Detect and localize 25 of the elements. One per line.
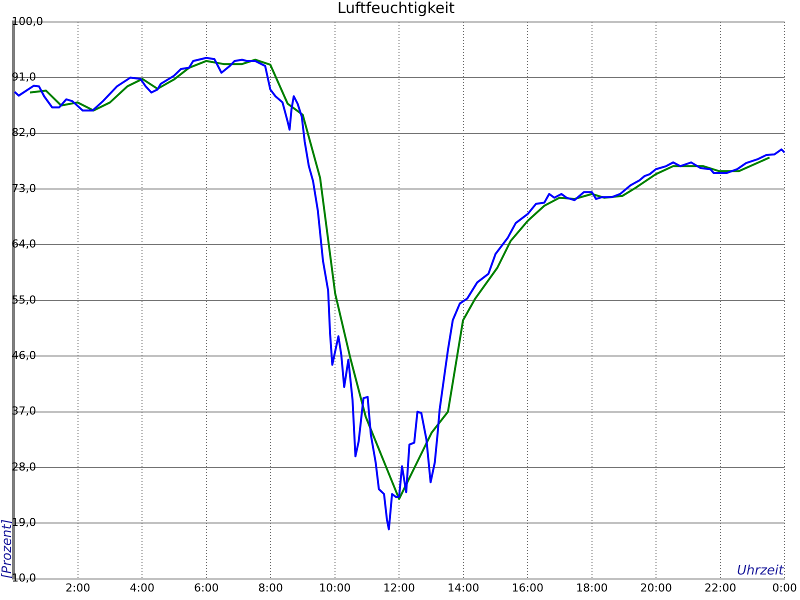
y-tick-label: 55,0 [12,293,36,306]
x-tick-label: 4:00 [130,581,154,594]
y-tick-label: 100,0 [12,14,44,28]
x-tick-label: 20:00 [640,581,672,594]
x-tick-label: 8:00 [258,581,283,594]
y-tick-label: 37,0 [12,404,36,418]
x-tick-label: 14:00 [448,581,480,594]
y-tick-label: 19,0 [12,516,36,529]
x-tick-label: 6:00 [194,581,219,594]
x-tick-label: 0:00 [772,581,797,594]
x-tick-label: 18:00 [576,581,608,594]
x-tick-label: 16:00 [512,581,544,594]
chart-title: Luftfeuchtigkeit [337,0,455,17]
y-tick-label: 28,0 [12,460,36,474]
x-tick-label: 22:00 [704,581,736,594]
x-axis-title: Uhrzeit [737,564,785,579]
y-tick-label: 64,0 [12,238,36,251]
y-tick-label: 82,0 [12,126,36,140]
x-tick-label: 2:00 [66,581,90,594]
y-tick-label: 91,0 [12,70,36,84]
y-tick-label: 73,0 [12,182,36,195]
x-tick-label: 10:00 [319,581,351,594]
y-tick-label: 46,0 [12,348,36,362]
y-tick-label: 10,0 [12,572,36,585]
x-tick-label: 12:00 [383,581,415,594]
